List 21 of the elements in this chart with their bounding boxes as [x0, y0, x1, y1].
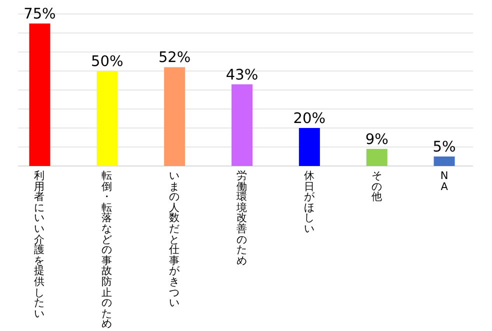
bar — [434, 156, 455, 166]
data-label: 52% — [158, 50, 191, 66]
x-tick-label: NA — [439, 171, 450, 192]
data-label: 5% — [432, 140, 456, 156]
x-tick-label: 転倒・転落などの事故防止のため — [100, 171, 114, 330]
x-tick-label: 休日がほしい — [302, 171, 316, 235]
x-tick-label: その他 — [370, 171, 384, 203]
x-tick-label: 利用者にいい介護を提供したい — [33, 171, 46, 320]
data-label: 20% — [293, 111, 326, 127]
bar — [164, 67, 186, 166]
bar — [298, 128, 320, 166]
data-label: 9% — [365, 132, 388, 148]
bar — [29, 24, 50, 166]
bar — [232, 84, 252, 166]
bar — [96, 71, 118, 166]
data-label: 50% — [91, 54, 124, 70]
data-label: 75% — [24, 6, 56, 22]
data-label: 43% — [226, 67, 258, 84]
x-tick-label: いまの人数だと仕事がきつい — [168, 171, 182, 309]
x-tick-label: 労働環境改善のため — [236, 171, 248, 266]
bar — [366, 148, 388, 166]
